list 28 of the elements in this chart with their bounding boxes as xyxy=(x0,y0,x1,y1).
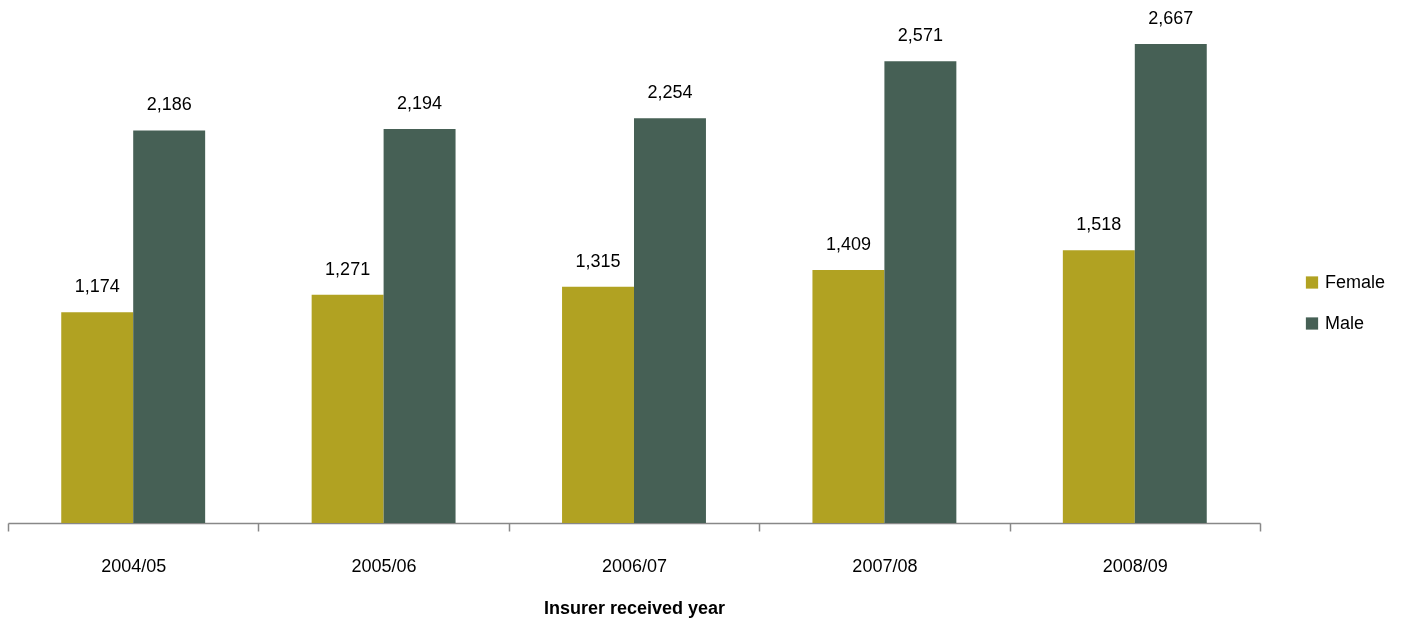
data-label: 1,315 xyxy=(575,250,621,271)
legend-label: Male xyxy=(1325,312,1365,333)
data-label: 2,186 xyxy=(146,94,192,115)
x-tick-label: 2004/05 xyxy=(101,555,167,576)
x-tick-label: 2006/07 xyxy=(601,555,668,576)
bar xyxy=(383,128,456,523)
bar xyxy=(311,294,384,523)
data-label: 2,254 xyxy=(647,82,693,103)
x-tick-label: 2007/08 xyxy=(852,555,918,576)
data-label: 2,571 xyxy=(897,25,943,46)
bar xyxy=(133,130,206,523)
data-label: 2,667 xyxy=(1148,8,1194,28)
bar xyxy=(634,118,706,523)
data-label: 1,518 xyxy=(1076,214,1122,235)
bar xyxy=(61,312,134,523)
bar xyxy=(1134,44,1207,523)
x-tick-label: 2008/09 xyxy=(1102,555,1168,576)
x-tick-label: 2005/06 xyxy=(351,555,417,576)
data-label: 2,194 xyxy=(397,92,443,113)
legend-label: Female xyxy=(1325,271,1386,292)
data-label: 1,409 xyxy=(825,233,871,254)
data-label: 1,174 xyxy=(74,276,120,297)
x-axis-title: Insurer received year xyxy=(543,597,726,618)
bar xyxy=(1062,250,1135,523)
bar xyxy=(562,286,634,523)
bar xyxy=(812,269,885,523)
bar xyxy=(884,61,957,523)
data-label: 1,271 xyxy=(325,258,371,279)
